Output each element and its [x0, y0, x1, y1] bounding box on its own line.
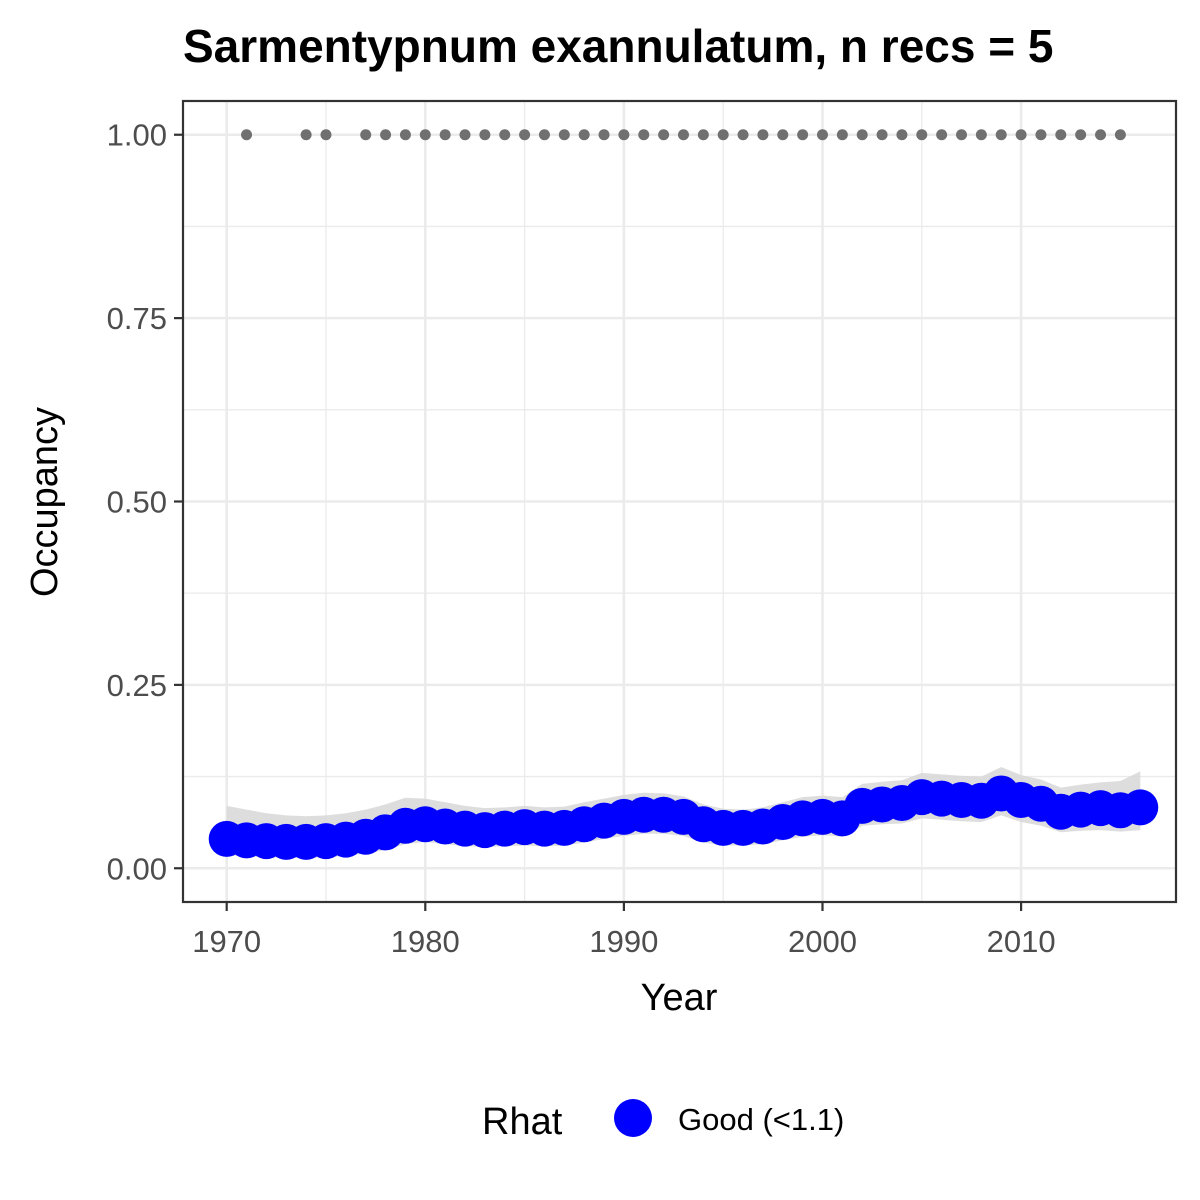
x-tick-label: 1990	[589, 924, 658, 959]
detection-point	[380, 129, 392, 141]
y-axis: 0.00 0.25 0.50 0.75 1.00	[107, 118, 183, 886]
occupancy-estimate-layer	[208, 775, 1159, 860]
detection-point	[1055, 129, 1067, 141]
detection-point	[1095, 129, 1107, 141]
x-axis-title: Year	[641, 977, 718, 1019]
detection-point	[1015, 129, 1027, 141]
detection-point	[658, 129, 670, 141]
detection-point	[797, 129, 809, 141]
estimate-point	[1122, 789, 1159, 826]
detection-point	[638, 129, 650, 141]
detection-point	[1075, 129, 1087, 141]
detection-point	[757, 129, 769, 141]
detection-point	[777, 129, 789, 141]
detection-point	[697, 129, 709, 141]
detection-point	[876, 129, 888, 141]
x-tick-label: 2010	[987, 924, 1056, 959]
detection-point	[578, 129, 590, 141]
y-tick-label: 0.50	[107, 485, 167, 520]
x-axis: 1970 1980 1990 2000 2010	[192, 902, 1056, 959]
detection-point	[439, 129, 451, 141]
detection-point	[618, 129, 630, 141]
detection-point	[995, 129, 1007, 141]
detection-point	[717, 129, 729, 141]
detection-point	[836, 129, 848, 141]
detection-point	[1114, 129, 1126, 141]
grid-lines	[183, 101, 1176, 902]
y-axis-title: Occupancy	[24, 407, 66, 597]
detection-point	[916, 129, 928, 141]
x-tick-label: 2000	[788, 924, 857, 959]
detection-point	[538, 129, 550, 141]
detection-point	[419, 129, 431, 141]
detection-points-layer	[241, 129, 1126, 141]
detection-point	[975, 129, 987, 141]
detection-point	[598, 129, 610, 141]
chart-title: Sarmentypnum exannulatum, n recs = 5	[183, 20, 1053, 72]
y-tick-label: 0.75	[107, 301, 167, 336]
legend: Rhat Good (<1.1)	[482, 1099, 844, 1143]
detection-point	[360, 129, 372, 141]
x-tick-label: 1980	[391, 924, 460, 959]
detection-point	[896, 129, 908, 141]
detection-point	[856, 129, 868, 141]
detection-point	[1035, 129, 1047, 141]
detection-point	[519, 129, 531, 141]
legend-label-good: Good (<1.1)	[678, 1102, 844, 1137]
detection-point	[936, 129, 948, 141]
y-tick-label: 0.25	[107, 668, 167, 703]
y-tick-label: 0.00	[107, 851, 167, 886]
detection-point	[737, 129, 749, 141]
detection-point	[816, 129, 828, 141]
detection-point	[459, 129, 471, 141]
detection-point	[320, 129, 332, 141]
legend-key-good	[614, 1099, 652, 1137]
legend-title: Rhat	[482, 1101, 563, 1143]
detection-point	[399, 129, 411, 141]
detection-point	[241, 129, 253, 141]
detection-point	[956, 129, 968, 141]
x-tick-label: 1970	[192, 924, 261, 959]
detection-point	[499, 129, 511, 141]
y-tick-label: 1.00	[107, 118, 167, 153]
detection-point	[479, 129, 491, 141]
detection-point	[300, 129, 312, 141]
detection-point	[558, 129, 570, 141]
detection-point	[677, 129, 689, 141]
